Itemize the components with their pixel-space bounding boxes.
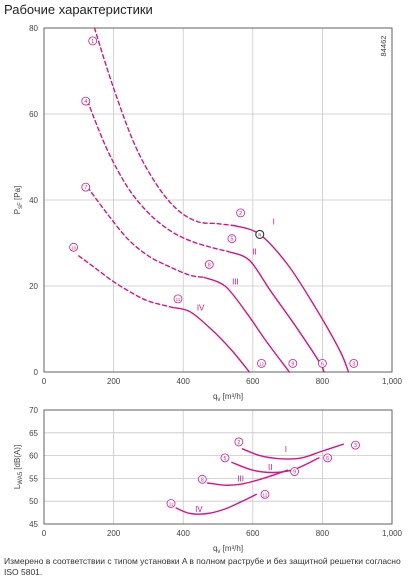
pressure-marker-label: 2 (239, 211, 242, 217)
pressure-y-axis-label: PsF [Pa] (13, 186, 24, 214)
pressure-marker-label: 12 (259, 361, 264, 366)
pressure-x-tick-label: 800 (316, 377, 330, 386)
noise-marker-label: 5 (224, 456, 227, 462)
pressure-marker-label: 4 (84, 99, 87, 105)
noise-series-I-solid (241, 443, 344, 460)
pressure-series-II-dashed (86, 100, 230, 253)
noise-marker-circle (166, 499, 176, 508)
pressure-marker-circle (317, 358, 327, 368)
pressure-y-tick-label: 0 (34, 368, 39, 377)
pressure-x-axis-label: qv [m³/h] (213, 392, 243, 403)
pressure-x-tick-label: 600 (246, 377, 260, 386)
pressure-marker-circle (173, 294, 183, 304)
pressure-series-IV-solid (172, 306, 250, 373)
noise-x-tick-label: 0 (42, 529, 47, 538)
noise-series-IV-solid (175, 493, 257, 515)
noise-series-II-solid (231, 457, 320, 474)
noise-marker-circle (197, 474, 207, 484)
noise-marker-label: 6 (326, 456, 329, 462)
footnote: Измерено в соответствии с типом установк… (4, 556, 401, 577)
pressure-marker-circle (81, 96, 91, 106)
noise-marker-circle (290, 467, 299, 476)
noise-y-tick-label: 60 (29, 452, 38, 461)
noise-y-tick-label: 45 (29, 520, 38, 529)
pressure-marker-label: 6 (321, 361, 324, 367)
noise-marker-circle (323, 453, 333, 463)
noise-marker-circle (260, 489, 270, 499)
pressure-x-tick-label: 0 (42, 377, 47, 386)
noise-marker-label: 3 (354, 443, 357, 449)
noise-x-axis-label: qv [m³/h] (213, 544, 243, 555)
pressure-marker-label: 10 (71, 245, 76, 250)
noise-x-tick-label: 200 (107, 529, 121, 538)
noise-curve-label: III (237, 474, 244, 483)
pressure-marker-label: 9 (291, 361, 294, 367)
pressure-marker-label: 3 (352, 361, 355, 367)
pressure-marker-label: 5 (230, 237, 233, 243)
noise-marker-label: 9 (293, 470, 296, 476)
document-code: 84462 (379, 36, 388, 57)
pressure-marker-label: 11 (176, 297, 181, 302)
noise-series-III-solid (206, 469, 289, 486)
noise-y-tick-label: 70 (29, 406, 38, 415)
pressure-series-III-solid (203, 276, 290, 373)
pressure-series-IV-dashed (78, 255, 174, 309)
noise-marker-circle (220, 453, 230, 463)
pressure-marker-circle (69, 242, 78, 252)
noise-x-tick-label: 600 (246, 529, 260, 538)
pressure-x-tick-label: 1,000 (382, 377, 403, 386)
pressure-marker-circle (236, 208, 246, 218)
page-title: Рабочие характеристики (4, 2, 153, 17)
noise-y-tick-label: 65 (29, 429, 38, 438)
noise-curve-label: I (285, 445, 287, 454)
noise-curve-label: IV (195, 505, 203, 514)
noise-curve-label: II (268, 463, 272, 472)
noise-plot-frame (43, 409, 393, 525)
pressure-curve-label: IV (197, 304, 205, 313)
pressure-x-tick-label: 400 (177, 377, 191, 386)
noise-marker-label: 11 (169, 501, 174, 506)
noise-x-tick-label: 800 (316, 529, 330, 538)
pressure-y-tick-label: 40 (29, 196, 38, 205)
pressure-x-tick-label: 200 (107, 377, 121, 386)
pressure-marker-circle (227, 234, 237, 244)
pressure-y-tick-label: 60 (29, 110, 38, 119)
pressure-marker-circle (349, 358, 359, 368)
pressure-marker-label: 7 (84, 185, 87, 191)
pressure-marker-label: n (258, 232, 261, 238)
noise-marker-label: 12 (263, 492, 268, 497)
noise-x-tick-label: 400 (177, 529, 191, 538)
pressure-curve-label: III (232, 278, 239, 287)
pressure-series-III-dashed (86, 186, 205, 279)
noise-marker-circle (234, 437, 244, 447)
pressure-marker-circle (81, 182, 91, 192)
noise-y-tick-label: 50 (29, 497, 38, 506)
pressure-marker-circle (204, 260, 214, 269)
pressure-marker-circle (257, 358, 266, 368)
noise-marker-label: 8 (201, 477, 204, 483)
pressure-y-tick-label: 20 (29, 282, 38, 291)
pressure-plot-frame (43, 27, 393, 373)
pressure-marker-circle (88, 36, 98, 46)
pressure-marker-label: 1 (91, 39, 94, 45)
pressure-curve-label: II (252, 248, 256, 257)
pressure-series-I-dashed (93, 27, 237, 227)
noise-y-axis-label: LWA5 [dB(A)] (13, 445, 24, 489)
pressure-marker-label: 8 (208, 263, 211, 269)
pressure-marker-circle (255, 229, 265, 239)
pressure-curve-label: I (273, 218, 275, 227)
noise-marker-label: 2 (237, 440, 240, 446)
noise-marker-circle (351, 440, 360, 450)
pressure-y-tick-label: 80 (29, 24, 38, 33)
noise-y-tick-label: 55 (29, 474, 38, 483)
noise-x-tick-label: 1,000 (382, 529, 403, 538)
pressure-marker-circle (288, 358, 298, 368)
